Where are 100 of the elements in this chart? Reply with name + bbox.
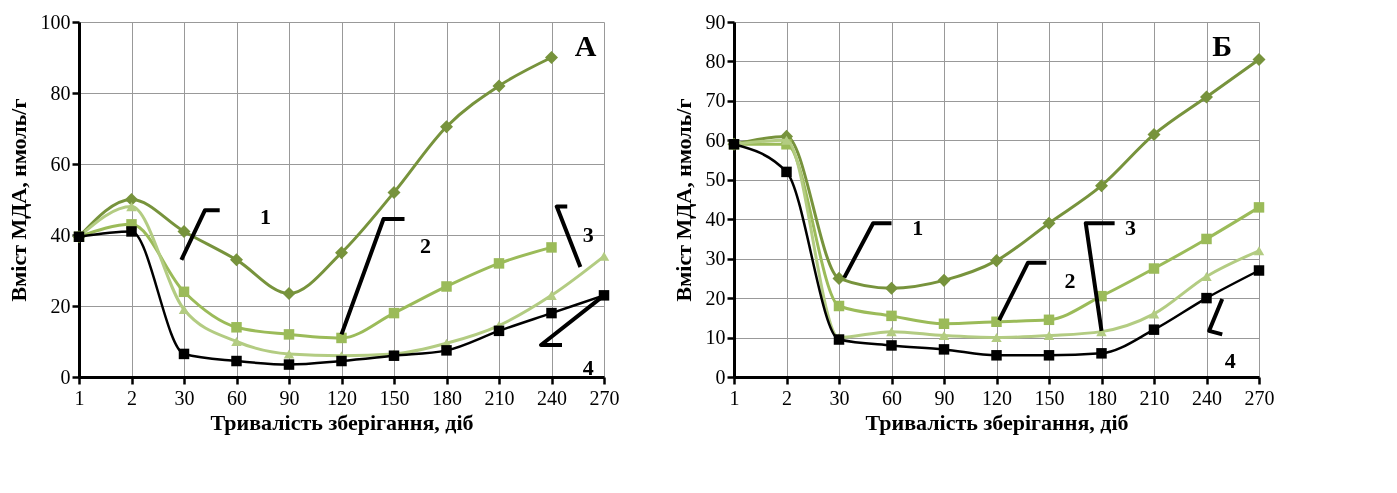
x-tick-label: 240 [537, 386, 567, 409]
y-tick-label: 60 [705, 128, 726, 151]
point [441, 345, 452, 356]
point [1148, 324, 1160, 335]
y-tick-label: 60 [50, 152, 71, 175]
point [832, 271, 846, 285]
point [546, 307, 557, 319]
point [989, 254, 1004, 268]
point [336, 355, 347, 367]
series-label: 1 [259, 204, 271, 230]
x-tick-label: 270 [589, 386, 620, 409]
point [1201, 233, 1212, 245]
point [886, 327, 897, 337]
x-tick-label: 30 [829, 386, 850, 409]
point [1252, 52, 1266, 66]
y-tick-label: 90 [705, 10, 726, 33]
x-tick-label: 150 [1034, 386, 1065, 409]
y-axis-title: Вміст МДА, нмоль/г [5, 98, 31, 302]
point [1043, 331, 1055, 341]
point [1148, 309, 1160, 319]
y-tick-label: 50 [705, 168, 726, 191]
point [544, 50, 559, 65]
annotation: Б [1212, 28, 1233, 62]
x-tick-label: 180 [1087, 386, 1117, 409]
point [1043, 314, 1055, 326]
point [441, 281, 452, 292]
point [1094, 179, 1109, 193]
y-tick-label: 80 [50, 81, 71, 104]
point [231, 322, 242, 333]
y-axis-title: Вміст МДА, нмоль/г [670, 98, 696, 302]
point [991, 333, 1002, 343]
series-label: 2 [420, 232, 431, 258]
y-tick-label: 30 [705, 247, 726, 270]
series-label: 1 [912, 214, 924, 240]
x-axis-title: Тривалість зберігання, діб [865, 409, 1129, 435]
x-tick-label: 60 [882, 386, 902, 409]
point [1096, 348, 1107, 359]
point [231, 355, 242, 367]
y-tick-label: 80 [705, 49, 726, 72]
point [781, 166, 792, 178]
point [387, 185, 401, 199]
point [229, 253, 244, 267]
point [886, 340, 897, 351]
point [493, 325, 505, 337]
point [546, 242, 557, 253]
point [938, 344, 950, 355]
x-tick-label: 60 [227, 386, 247, 409]
point [1253, 246, 1265, 256]
x-tick-label: 210 [1139, 386, 1170, 409]
point [492, 79, 506, 93]
series-label: 3 [582, 222, 594, 247]
y-tick-label: 70 [705, 89, 726, 112]
point [126, 202, 137, 212]
x-tick-label: 1 [74, 386, 85, 409]
annotation: А [574, 28, 597, 62]
y-tick-label: 100 [40, 10, 71, 33]
point [546, 290, 557, 300]
y-tick-label: 0 [715, 365, 726, 388]
x-tick-label: 180 [432, 386, 462, 409]
point [283, 349, 295, 359]
point [178, 305, 190, 315]
point [231, 336, 242, 347]
x-tick-label: 90 [934, 386, 955, 409]
point [388, 307, 400, 319]
point [1147, 127, 1161, 141]
y-tick-label: 20 [50, 294, 71, 317]
y-tick-label: 40 [50, 223, 71, 246]
legend-label: 4 [1224, 348, 1236, 374]
x-tick-label: 210 [484, 386, 515, 409]
series-label: 2 [1064, 268, 1076, 294]
point [938, 331, 950, 341]
point [1043, 350, 1055, 361]
point [493, 258, 505, 269]
x-tick-label: 30 [174, 386, 195, 409]
point [886, 310, 897, 322]
x-tick-label: 150 [379, 386, 410, 409]
point [126, 226, 137, 237]
point [1201, 292, 1212, 304]
point [1199, 90, 1214, 104]
point [336, 332, 347, 344]
text: 3 [1124, 214, 1136, 240]
point [282, 287, 296, 301]
point [884, 281, 899, 295]
y-tick-label: 10 [705, 326, 726, 349]
legend-label: 4 [582, 355, 594, 381]
point [938, 318, 950, 329]
x-tick-label: 120 [327, 386, 357, 409]
point [1253, 265, 1265, 276]
point [1253, 202, 1265, 213]
x-tick-label: 270 [1244, 386, 1275, 409]
x-tick-label: 2 [782, 386, 792, 409]
point [937, 273, 951, 287]
point [1201, 271, 1212, 281]
x-tick-label: 120 [982, 386, 1012, 409]
point [439, 120, 454, 134]
point [124, 192, 139, 207]
x-axis-title: Тривалість зберігання, діб [210, 409, 474, 435]
point [334, 246, 349, 260]
x-tick-label: 2 [127, 386, 137, 409]
x-tick-label: 90 [279, 386, 300, 409]
